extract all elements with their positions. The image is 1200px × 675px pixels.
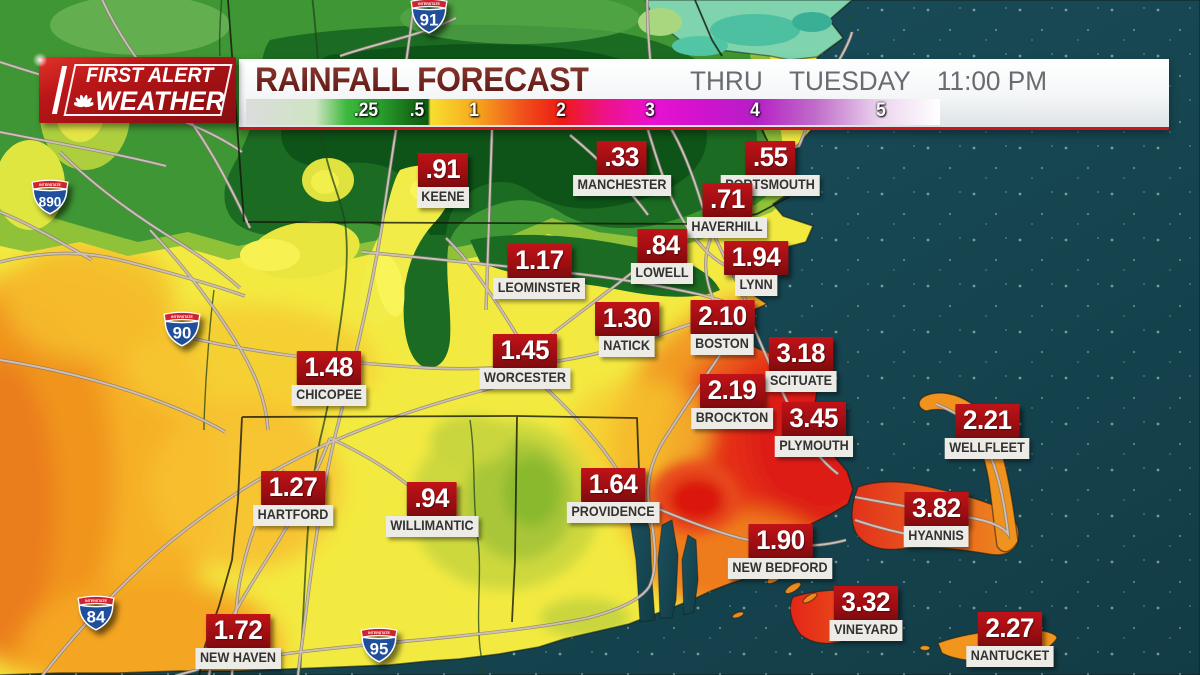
rivers <box>203 0 484 675</box>
first-alert-weather-logo: FIRST ALERT WEATHER <box>39 57 236 123</box>
banner-title: RAINFALL FORECAST <box>255 61 590 99</box>
scale-label: 2 <box>556 100 566 121</box>
scale-label: 3 <box>645 100 655 121</box>
olive-rainfall-patches <box>410 415 630 638</box>
logo-line1: FIRST ALERT <box>85 64 214 87</box>
maine-coast <box>638 0 864 61</box>
nbc-peacock-icon <box>74 94 94 107</box>
scale-label: .5 <box>409 100 425 121</box>
banner-subtitle: THRU TUESDAY 11:00 PM <box>690 66 1047 97</box>
logo-line2: WEATHER <box>95 86 225 116</box>
subtitle-day: TUESDAY <box>788 66 911 96</box>
lens-flare <box>32 52 48 68</box>
scale-label: 5 <box>876 100 886 121</box>
subtitle-thru: THRU <box>690 66 763 96</box>
scale-label: 4 <box>749 100 760 121</box>
scale-label: 1 <box>469 100 480 121</box>
rainfall-forecast-banner: RAINFALL FORECAST THRU TUESDAY 11:00 PM … <box>239 59 1169 130</box>
scale-label: .25 <box>353 100 379 121</box>
subtitle-time: 11:00 PM <box>936 66 1048 96</box>
rainfall-color-scale: .25 .5 1 2 3 4 5 <box>246 99 940 125</box>
